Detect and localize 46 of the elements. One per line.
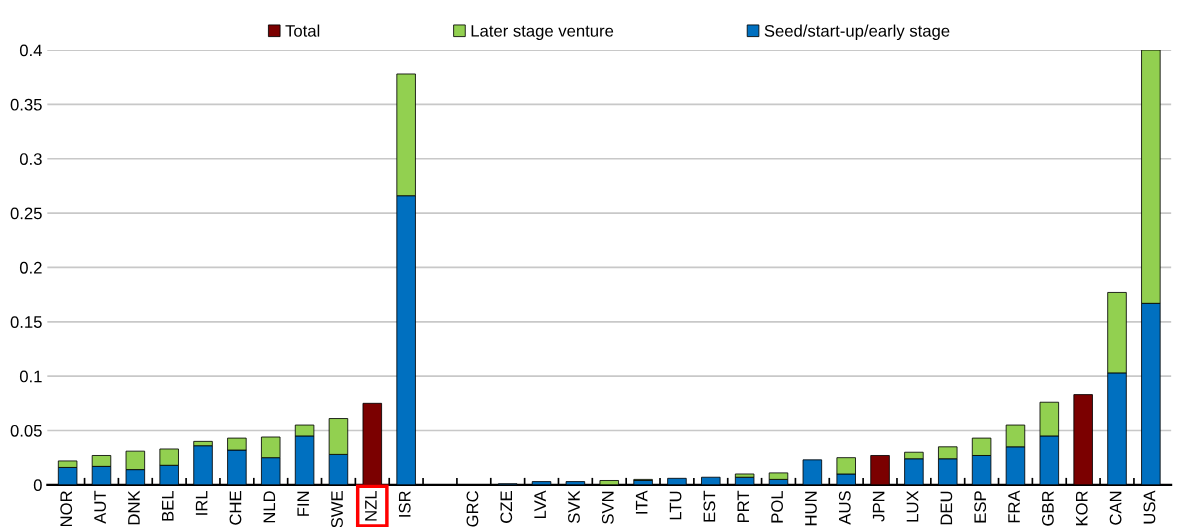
legend-label: Later stage venture — [471, 25, 614, 41]
y-tick-label: 0.05 — [10, 424, 42, 437]
x-tick-label: CAN — [1109, 491, 1122, 525]
x-tick-label: ESP — [974, 491, 987, 523]
x-tick-label: HUN — [805, 491, 817, 526]
y-tick-label: 0.15 — [10, 316, 42, 328]
x-tick-label: ITA — [635, 490, 648, 514]
legend-label: Total — [285, 24, 320, 37]
x-tick-label: NZL — [365, 490, 377, 521]
x-tick-label: IRL — [195, 490, 208, 515]
x-tick-label: FIN — [297, 491, 309, 516]
x-tick-label: DEU — [940, 491, 953, 525]
x-tick-label: CZE — [500, 491, 513, 523]
x-tick-label: LTU — [669, 491, 682, 520]
x-tick-label: SVK — [568, 490, 580, 523]
x-tick-label: EST — [703, 490, 716, 522]
x-tick-label: KOR — [1075, 491, 1088, 526]
x-tick-label: PRT — [737, 490, 749, 523]
x-tick-label: GRC — [466, 491, 479, 527]
x-tick-label: FRA — [1008, 490, 1020, 523]
x-tick-label: JPN — [872, 491, 885, 522]
x-tick-label: ISR — [398, 491, 411, 517]
y-tick-label: 0 — [33, 479, 42, 492]
y-tick-label: 0.1 — [19, 370, 42, 383]
x-tick-label: DNK — [128, 490, 140, 525]
x-tick-label: GBR — [1041, 491, 1054, 526]
y-tick-label: 0.3 — [19, 153, 42, 165]
y-tick-label: 0.4 — [19, 44, 42, 57]
x-tick-label: BEL — [162, 490, 174, 521]
x-tick-label: AUT — [94, 490, 106, 524]
x-tick-label: USA — [1143, 490, 1156, 524]
y-tick-label: 0.25 — [10, 207, 42, 220]
x-tick-label: SWE — [331, 491, 343, 527]
bar — [768, 472, 789, 480]
x-tick-label: NLD — [263, 491, 276, 523]
y-tick-label: 0.35 — [10, 98, 42, 111]
x-tick-label: NOR — [60, 491, 73, 527]
x-tick-label: LUX — [906, 490, 919, 522]
x-tick-label: CHE — [229, 491, 242, 525]
x-tick-label: POL — [771, 490, 783, 523]
x-tick-label: AUS — [838, 491, 851, 525]
y-tick-label: 0.2 — [19, 261, 42, 274]
legend-label: Seed/start-up/early stage — [764, 24, 950, 41]
x-tick-label: LVA — [534, 490, 546, 519]
x-tick-label: SVN — [601, 491, 614, 524]
bar — [362, 402, 383, 485]
